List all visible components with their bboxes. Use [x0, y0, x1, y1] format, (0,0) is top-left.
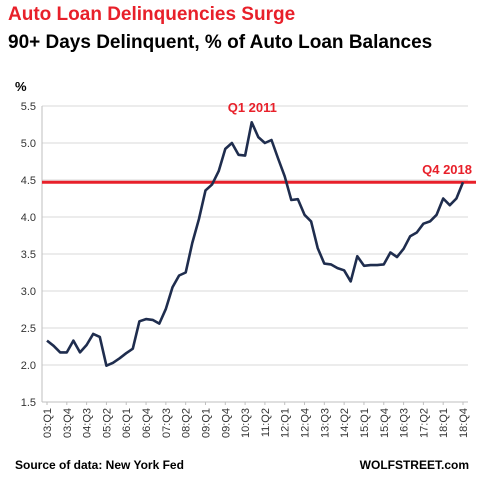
- x-tick-label: 12:Q1: [280, 408, 292, 438]
- y-tick-label: 3.0: [21, 286, 36, 298]
- x-tick-label: 03:Q1: [42, 408, 54, 438]
- y-tick-label: 1.5: [21, 397, 36, 409]
- chart-subtitle: 90+ Days Delinquent, % of Auto Loan Bala…: [8, 32, 433, 53]
- grid-layer: [41, 105, 468, 405]
- x-tick-labels: 03:Q1 03:Q4 04:Q3 05:Q2 06:Q1 06:Q4 07:Q3 08:Q2…: [42, 408, 470, 438]
- annotation-q4-2018: Q4 2018: [422, 162, 472, 177]
- annotation-layer: Q1 2011 Q4 2018: [228, 100, 472, 177]
- x-tick-label: 09:Q4: [220, 408, 232, 438]
- x-tick-label: 09:Q1: [200, 408, 212, 438]
- x-tick-label: 15:Q4: [379, 408, 391, 438]
- x-tick-label: 05:Q2: [101, 408, 113, 438]
- y-tick-label: 3.5: [21, 249, 36, 261]
- annotation-q1-2011: Q1 2011: [228, 100, 277, 115]
- x-tick-label: 13:Q3: [319, 408, 331, 438]
- x-tick-label: 06:Q1: [121, 408, 133, 438]
- data-source-note: Source of data: New York Fed: [15, 458, 184, 472]
- y-tick-labels: 1.5 2.0 2.5 3.0 3.5 4.0 4.5 5.0 5.5: [21, 101, 36, 409]
- chart-title: Auto Loan Delinquencies Surge: [8, 4, 296, 25]
- x-tick-label: 07:Q3: [161, 408, 173, 438]
- x-tick-label: 12:Q4: [300, 408, 312, 438]
- y-tick-label: 4.0: [21, 212, 36, 224]
- y-tick-label: 2.0: [21, 360, 36, 372]
- y-tick-label: 5.5: [21, 101, 36, 113]
- y-tick-label: 5.0: [21, 138, 36, 150]
- x-tick-label: 16:Q3: [399, 408, 411, 438]
- x-tick-label: 17:Q2: [418, 408, 430, 438]
- x-tick-label: 03:Q4: [62, 408, 74, 438]
- y-tick-label: 4.5: [21, 175, 36, 187]
- x-tick-label: 04:Q3: [82, 408, 94, 438]
- x-tick-label: 14:Q2: [339, 408, 351, 438]
- x-tick-label: 18:Q4: [458, 408, 470, 438]
- brand-label: WOLFSTREET.com: [359, 458, 469, 472]
- y-axis-unit-label: %: [15, 79, 27, 94]
- x-tick-label: 11:Q2: [260, 408, 272, 437]
- series-line: [46, 121, 465, 367]
- series-layer: [46, 121, 465, 367]
- x-tick-label: 18:Q1: [438, 408, 450, 438]
- y-tick-label: 2.5: [21, 323, 36, 335]
- x-tick-label: 08:Q2: [181, 408, 193, 438]
- x-tick-label: 06:Q4: [141, 408, 153, 438]
- x-tick-label: 10:Q3: [240, 408, 252, 438]
- x-tick-label: 15:Q1: [359, 408, 371, 438]
